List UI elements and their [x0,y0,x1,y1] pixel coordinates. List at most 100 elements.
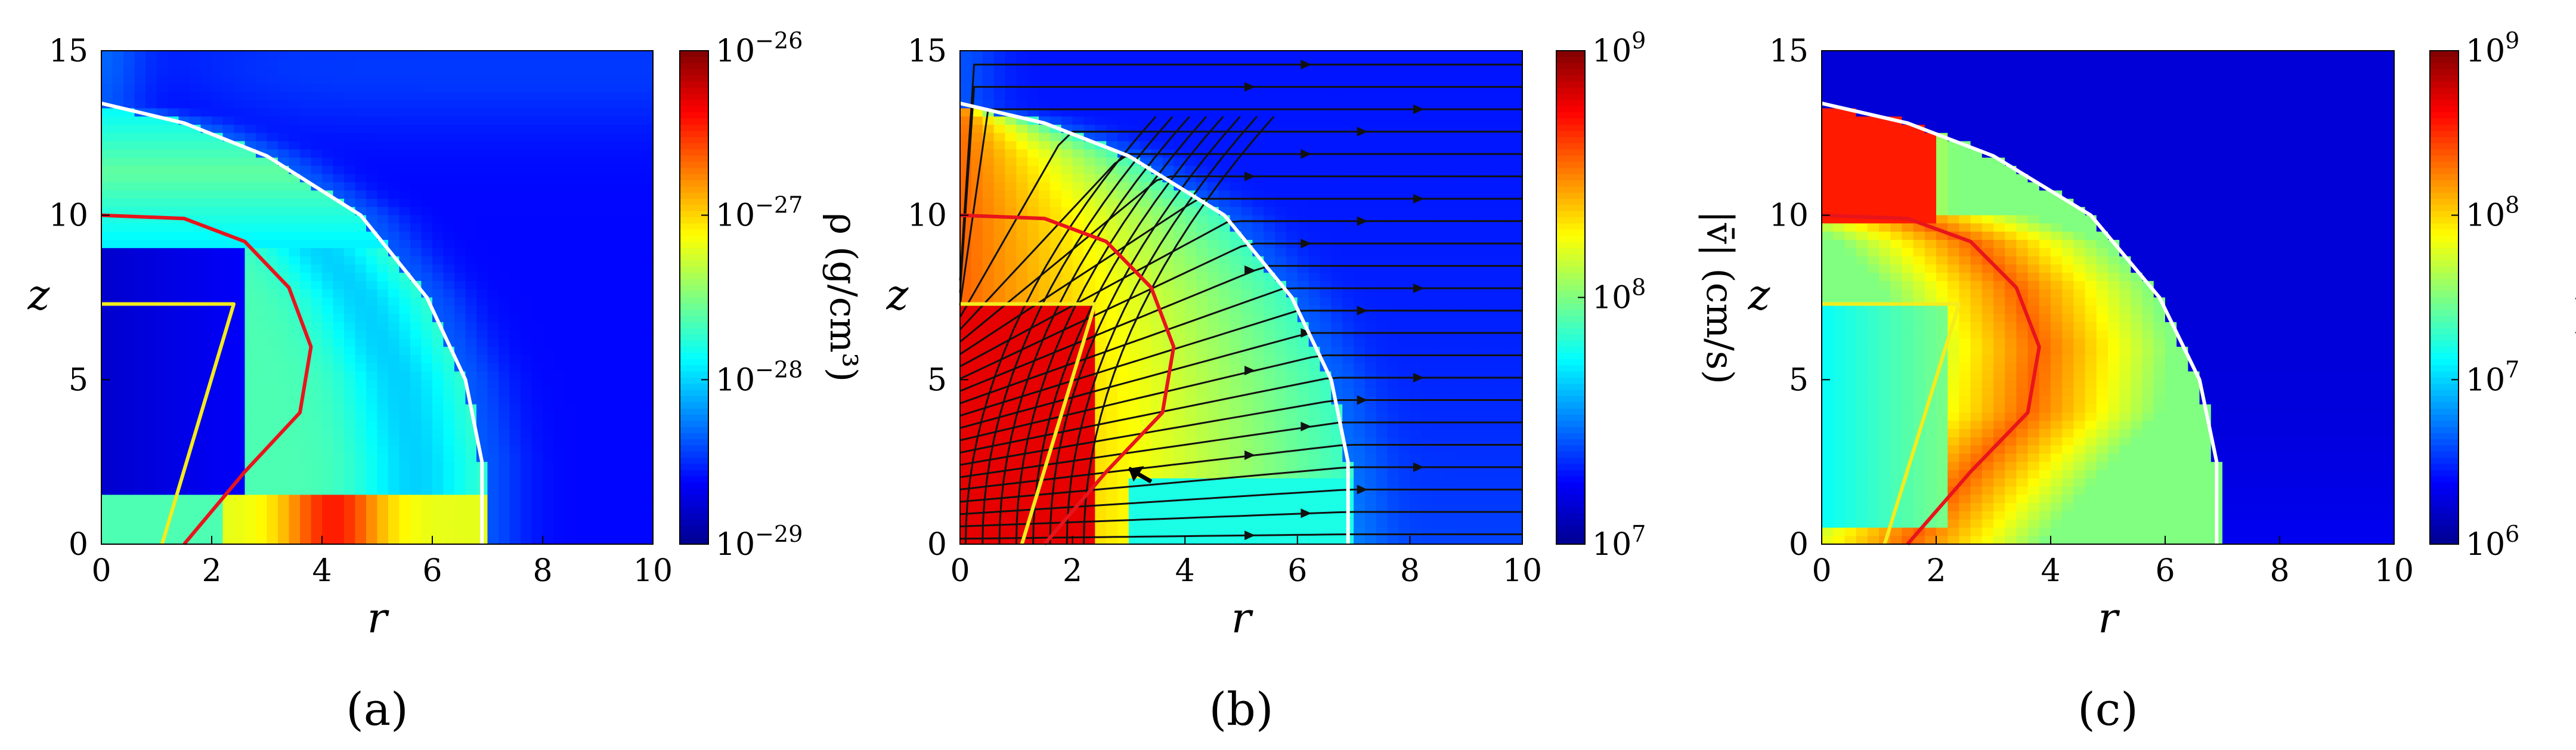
heatmap-cell [1308,132,1321,142]
heatmap-cell [543,519,555,529]
heatmap-cell [101,174,113,183]
heatmap-cell [1488,84,1501,92]
heatmap-cell [1466,215,1478,224]
heatmap-cell [1410,174,1422,183]
heatmap-cell [212,470,224,479]
heatmap-cell [1252,232,1265,240]
heatmap-cell [355,511,367,520]
heatmap-cell [278,495,290,504]
heatmap-cell [156,421,168,430]
heatmap-cell [322,75,334,84]
heatmap-cell [553,363,565,372]
heatmap-cell [1444,174,1456,183]
heatmap-cell [1444,347,1456,356]
heatmap-cell [222,396,234,405]
heatmap-cell [244,125,256,134]
heatmap-cell [1264,322,1275,331]
heatmap-cell [267,519,278,529]
heatmap-cell [344,503,356,512]
heatmap-cell [178,75,190,84]
heatmap-cell [1511,158,1523,166]
heatmap-cell [443,404,455,413]
heatmap-cell [1511,182,1523,192]
heatmap-cell [1005,141,1017,150]
heatmap-cell [388,132,400,142]
heatmap-cell [553,338,565,347]
heatmap-cell [178,190,190,199]
heatmap-cell [1061,58,1073,68]
heatmap-cell [631,404,643,413]
heatmap-cell [1174,264,1185,273]
heatmap-cell [421,215,433,224]
heatmap-cell [587,355,599,364]
heatmap-cell [499,100,510,109]
heatmap-cell [432,273,444,282]
heatmap-cell [971,264,983,273]
heatmap-cell [1387,174,1400,183]
heatmap-cell [521,437,532,446]
heatmap-cell [476,67,488,76]
heatmap-cell [322,116,334,125]
heatmap-cell [234,322,246,331]
heatmap-cell [1444,273,1456,282]
heatmap-cell [1264,305,1275,314]
heatmap-cell [1151,338,1163,347]
heatmap-cell [642,388,654,397]
heatmap-cell [553,462,565,471]
heatmap-cell [399,462,411,471]
colorbar-segment [680,322,708,329]
heatmap-cell [587,305,599,314]
heatmap-cell [1320,108,1332,118]
heatmap-cell [278,330,290,339]
heatmap-cell [256,232,268,240]
heatmap-cell [278,355,290,364]
heatmap-cell [1286,199,1298,208]
heatmap-cell [322,51,334,60]
heatmap-cell [1488,338,1501,347]
heatmap-cell [620,412,631,422]
heatmap-cell [565,240,577,249]
heatmap-cell [289,108,301,118]
heatmap-cell [234,166,246,175]
heatmap-cell [200,445,212,455]
heatmap-cell [168,478,179,487]
heatmap-cell [631,527,643,536]
heatmap-cell [553,108,565,118]
heatmap-cell [1342,166,1354,175]
heatmap-cell [421,462,433,471]
heatmap-cell [443,511,455,520]
heatmap-cell [145,305,157,314]
heatmap-cell [1308,58,1321,68]
heatmap-cell [631,486,643,496]
heatmap-cell [521,215,532,224]
heatmap-cell [1264,199,1275,208]
heatmap-cell [531,347,543,356]
heatmap-cell [399,190,411,199]
heatmap-cell [631,215,643,224]
heatmap-cell [1297,67,1309,76]
heatmap-cell [311,91,323,101]
heatmap-cell [333,519,345,529]
heatmap-cell [1365,289,1377,298]
heatmap-cell [575,116,587,125]
heatmap-cell [620,215,631,224]
heatmap-cell [190,379,202,388]
heatmap-cell [631,470,643,479]
colorbar-segment [680,396,708,403]
heatmap-cell [333,206,345,216]
heatmap-cell [465,330,477,339]
heatmap-cell [1387,51,1400,60]
heatmap-cell [200,322,212,331]
heatmap-cell [521,125,532,134]
heatmap-cell [1286,91,1298,101]
heatmap-cell [465,527,477,536]
heatmap-cell [1354,58,1366,68]
heatmap-cell [377,363,389,372]
heatmap-cell [476,158,488,166]
heatmap-cell [443,125,455,134]
heatmap-cell [1005,206,1017,216]
heatmap-cell [1106,199,1118,208]
heatmap-cell [1376,75,1388,84]
heatmap-cell [476,51,488,60]
